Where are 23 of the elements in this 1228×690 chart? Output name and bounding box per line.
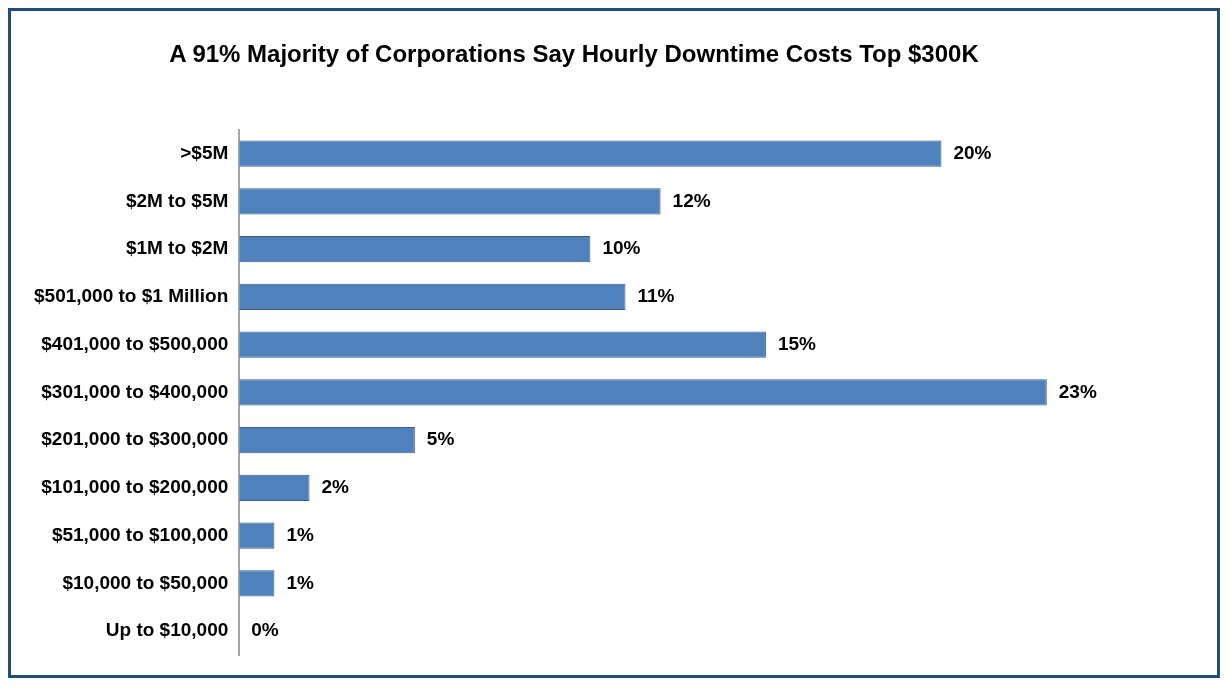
data-label: 10% bbox=[602, 237, 641, 259]
y-tick-label: $301,000 to $400,000 bbox=[41, 380, 229, 402]
y-tick-label: $2M to $5M bbox=[125, 189, 229, 211]
data-label: 11% bbox=[637, 285, 675, 307]
chart-title: A 91% Majority of Corporations Say Hourly Downtime Costs Top $300K bbox=[169, 40, 980, 68]
data-label: 23% bbox=[1058, 380, 1097, 402]
y-tick-label: $101,000 to $200,000 bbox=[41, 476, 229, 498]
y-tick-label: $201,000 to $300,000 bbox=[41, 428, 229, 450]
data-label: 12% bbox=[672, 189, 711, 211]
data-label: 1% bbox=[286, 571, 314, 593]
y-tick-label: $501,000 to $1 Million bbox=[33, 285, 229, 307]
data-label: 0% bbox=[251, 619, 279, 641]
data-label: 5% bbox=[426, 428, 455, 450]
data-label: 20% bbox=[953, 141, 992, 163]
y-tick-label: $51,000 to $100,000 bbox=[51, 523, 229, 545]
y-tick-label: Up to $10,000 bbox=[105, 619, 229, 641]
y-tick-label: >$5M bbox=[180, 141, 229, 163]
y-tick-label: $401,000 to $500,000 bbox=[41, 332, 229, 354]
data-label: 2% bbox=[321, 476, 350, 498]
data-label: 15% bbox=[777, 332, 817, 354]
y-tick-label: $1M to $2M bbox=[125, 237, 229, 259]
data-label: 1% bbox=[286, 523, 314, 545]
y-tick-label: $10,000 to $50,000 bbox=[62, 571, 229, 593]
